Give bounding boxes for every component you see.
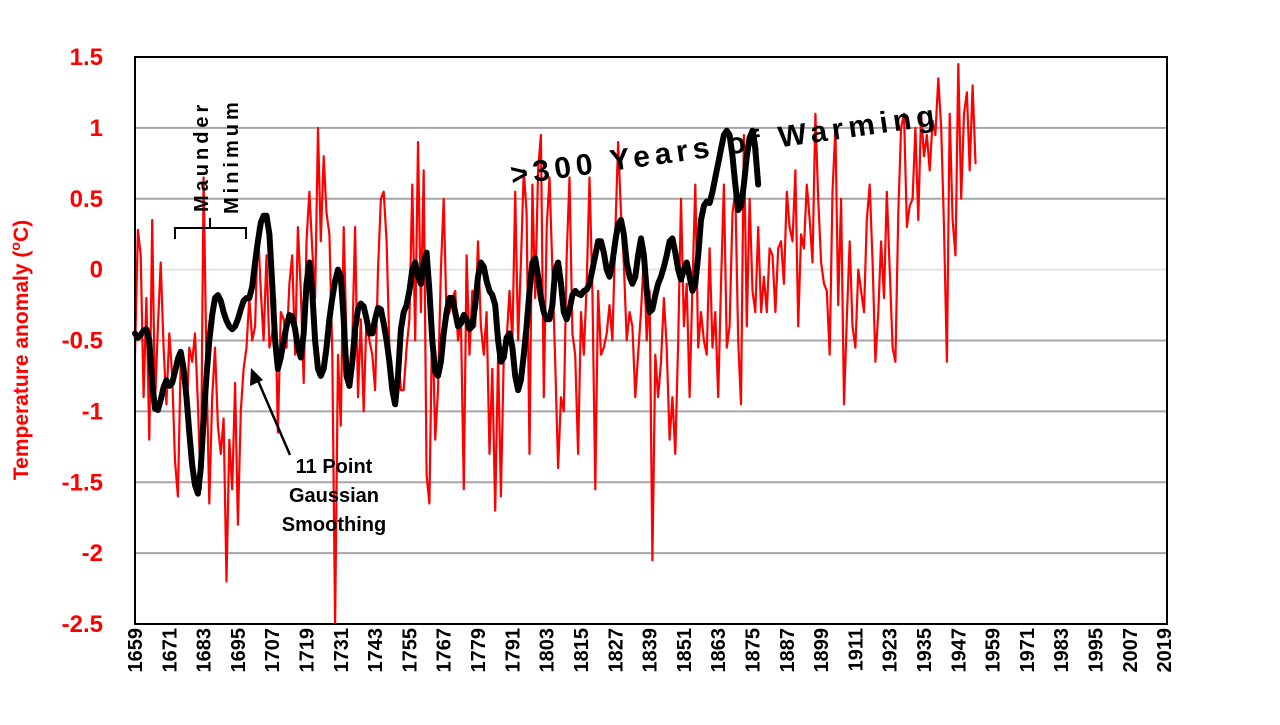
x-tick-label: 1839 xyxy=(640,628,662,673)
x-tick-label: 1863 xyxy=(708,628,730,673)
x-tick-label: 1935 xyxy=(914,628,936,673)
x-tick-label: 1827 xyxy=(605,628,627,673)
smoothing-annotation: 11 Point Gaussian Smoothing xyxy=(250,368,386,536)
maunder-label: Maunder xyxy=(191,101,213,212)
smoothing-label-line1: 11 Point xyxy=(296,456,373,478)
series-layer xyxy=(132,62,977,626)
smoothing-arrow xyxy=(254,375,292,456)
maunder-minimum-annotation: Maunder Minimum xyxy=(174,98,247,239)
x-tick-label: 1731 xyxy=(331,628,353,673)
y-axis-label: Temperature anomaly (oC) xyxy=(7,220,33,480)
x-tick-label: 1815 xyxy=(571,628,593,673)
smoothing-label-line3: Smoothing xyxy=(282,514,386,536)
x-tick-label: 1791 xyxy=(502,628,524,673)
x-tick-label: 1671 xyxy=(159,628,181,673)
x-axis-ticks: 1659 1671 1683 1695 1707 1719 1731 1743 1755 1767… xyxy=(125,628,1176,673)
x-tick-label: 1695 xyxy=(228,628,250,673)
x-tick-label: 1923 xyxy=(880,628,902,673)
y-tick-label: 0 xyxy=(90,257,103,284)
x-tick-label: 1899 xyxy=(811,628,833,673)
y-tick-label: 0.5 xyxy=(70,186,103,213)
x-tick-label: 1971 xyxy=(1017,628,1039,673)
x-tick-label: 1995 xyxy=(1086,628,1108,673)
y-axis-ticks: -2.5 -2 -1.5 -1 -0.5 0 0.5 1 1.5 xyxy=(62,44,103,638)
minimum-label: Minimum xyxy=(221,98,243,214)
y-tick-label: -0.5 xyxy=(62,328,103,355)
x-tick-label: 1887 xyxy=(777,628,799,673)
plot-area-frame xyxy=(134,56,1168,625)
x-tick-label: 1803 xyxy=(537,628,559,673)
x-tick-label: 1983 xyxy=(1051,628,1073,673)
y-tick-label: -1 xyxy=(82,398,103,425)
y-tick-label: 1 xyxy=(90,115,103,142)
x-tick-label: 1767 xyxy=(434,628,456,673)
y-tick-label: -1.5 xyxy=(62,469,103,496)
smoothed-trend-line xyxy=(132,127,762,497)
y-tick-label: -2 xyxy=(82,540,103,567)
x-tick-label: 1755 xyxy=(399,628,421,673)
x-tick-label: 1947 xyxy=(948,628,970,673)
smoothing-label-line2: Gaussian xyxy=(289,485,379,507)
x-tick-label: 2007 xyxy=(1120,628,1142,673)
y-tick-label: -2.5 xyxy=(62,611,103,638)
x-tick-label: 1911 xyxy=(845,628,867,671)
x-tick-label: 1683 xyxy=(194,628,216,673)
x-tick-label: 1779 xyxy=(468,628,490,673)
x-tick-label: 1851 xyxy=(674,628,696,673)
maunder-bracket xyxy=(174,218,247,239)
x-tick-label: 1743 xyxy=(365,628,387,673)
x-tick-label: 1659 xyxy=(125,628,147,673)
x-tick-label: 2019 xyxy=(1154,628,1176,673)
x-tick-label: 1719 xyxy=(297,628,319,673)
x-tick-label: 1959 xyxy=(983,628,1005,673)
x-tick-label: 1875 xyxy=(742,628,764,673)
x-tick-label: 1707 xyxy=(262,628,284,673)
y-tick-label: 1.5 xyxy=(70,44,103,71)
smoothing-arrowhead xyxy=(250,368,263,386)
